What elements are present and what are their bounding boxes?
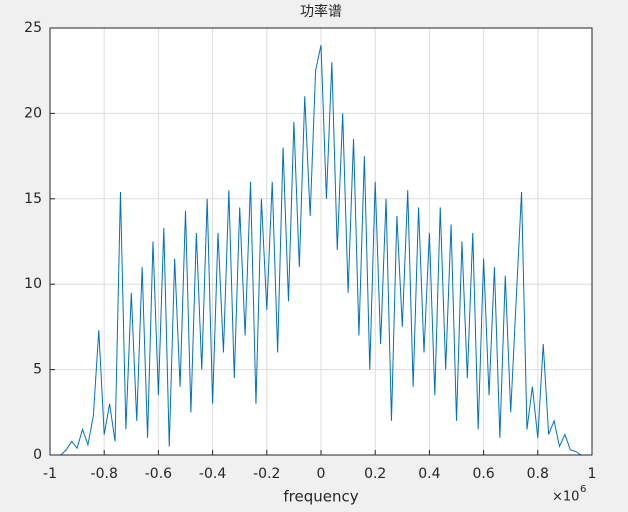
x-multiplier-exponent: 6 (580, 484, 586, 495)
x-tick-label: 0.2 (364, 466, 386, 482)
x-tick-label: -0.6 (145, 466, 172, 482)
ticks: -1 -0.8 -0.6 -0.4 -0.2 0 0.2 0.4 0.6 0.8 105101520… (24, 20, 596, 482)
x-multiplier: ×10 (552, 490, 579, 505)
y-tick-label: 5 (33, 362, 42, 378)
y-tick-label: 20 (24, 105, 42, 121)
x-tick-label: -0.4 (199, 466, 226, 482)
x-tick-label: 1 (588, 466, 597, 482)
data-line (60, 44, 582, 456)
x-tick-label: 0 (317, 466, 326, 482)
chart-title: 功率谱 (300, 3, 342, 20)
x-tick-label: 0.6 (472, 466, 494, 482)
x-tick-label: -1 (43, 466, 57, 482)
marks (60, 44, 582, 456)
x-tick-label: 0.8 (527, 466, 549, 482)
x-tick-label: -0.2 (253, 466, 280, 482)
y-tick-label: 15 (24, 191, 42, 207)
y-tick-label: 0 (33, 447, 42, 463)
y-tick-label: 10 (24, 276, 42, 292)
x-tick-label: 0.4 (418, 466, 440, 482)
y-tick-label: 25 (24, 20, 42, 36)
x-axis-label: frequency (283, 488, 358, 506)
x-tick-label: -0.8 (91, 466, 118, 482)
